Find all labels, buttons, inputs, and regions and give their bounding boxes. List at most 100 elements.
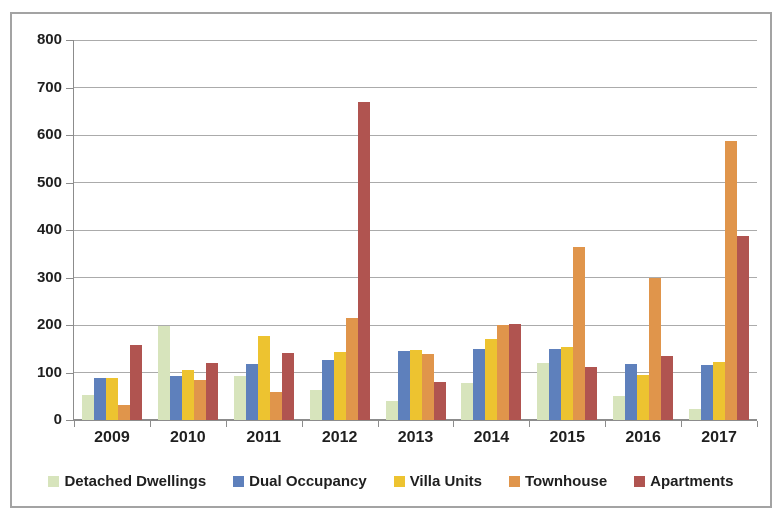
- y-axis-tick-100: [66, 372, 73, 374]
- bar-2015-detached-dwellings: [537, 363, 550, 420]
- gridline-700: [74, 87, 757, 88]
- gridline-600: [74, 134, 757, 136]
- bar-2017-townhouse: [725, 141, 738, 420]
- bar-2015-apartments: [585, 367, 598, 420]
- x-axis-label-2014: 2014: [473, 429, 510, 446]
- bar-2011-townhouse: [269, 392, 282, 420]
- bar-2016-dual-occupancy: [625, 363, 638, 420]
- x-axis-tick-9: [757, 421, 758, 427]
- bar-2012-dual-occupancy: [321, 359, 334, 420]
- legend-label-villa-units: Villa Units: [409, 473, 482, 490]
- bar-2015-townhouse: [573, 246, 586, 420]
- x-axis-tick-2: [225, 421, 227, 427]
- legend-swatch-apartments: [634, 476, 646, 487]
- x-axis-line: [73, 419, 757, 421]
- plot-area: [73, 39, 757, 421]
- x-axis-label-2012: 2012: [321, 429, 358, 446]
- bar-2012-villa-units: [333, 352, 346, 420]
- legend-label-apartments: Apartments: [650, 473, 734, 490]
- legend-item-townhouse: Townhouse: [508, 473, 608, 490]
- legend-swatch-detached-dwellings: [48, 476, 60, 487]
- gridline-800: [74, 39, 757, 41]
- bar-2009-apartments: [129, 344, 142, 420]
- bar-2014-villa-units: [485, 339, 498, 420]
- bar-2009-detached-dwellings: [81, 395, 94, 420]
- bar-2013-apartments: [433, 382, 446, 420]
- x-axis-tick-6: [529, 421, 531, 427]
- bar-2014-detached-dwellings: [461, 382, 474, 420]
- bar-2015-villa-units: [561, 347, 574, 420]
- bar-2017-apartments: [737, 235, 750, 420]
- y-axis-tick-label-600: 600: [36, 126, 62, 143]
- bar-2014-townhouse: [497, 325, 510, 420]
- y-axis-tick-label-200: 200: [36, 316, 62, 333]
- bar-2011-villa-units: [257, 336, 270, 420]
- bar-2010-townhouse: [193, 379, 206, 420]
- legend-label-townhouse: Townhouse: [524, 473, 608, 490]
- y-axis-tick-600: [66, 135, 73, 136]
- x-axis-label-2011: 2011: [246, 429, 282, 446]
- x-axis-label-2017: 2017: [701, 429, 737, 446]
- bar-2010-villa-units: [181, 370, 194, 420]
- y-axis-tick-700: [66, 87, 73, 89]
- y-axis-tick-800: [66, 40, 73, 41]
- bar-2016-apartments: [661, 355, 674, 420]
- bar-2013-detached-dwellings: [385, 401, 398, 420]
- chart-frame: 0 100 200 300 400 500 600 700 800 2009 2010 2011 201…: [10, 12, 772, 508]
- bar-2016-townhouse: [649, 277, 662, 420]
- y-axis-tick-400: [66, 230, 73, 231]
- legend-label-dual-occupancy: Dual Occupancy: [249, 473, 367, 490]
- bar-2012-apartments: [357, 101, 370, 420]
- y-axis-tick-label-800: 800: [36, 31, 62, 48]
- y-axis-tick-label-0: 0: [53, 411, 62, 428]
- y-axis-tick-500: [66, 182, 73, 184]
- y-axis-tick-200: [66, 325, 73, 326]
- gridline-400: [74, 229, 757, 231]
- bar-2010-dual-occupancy: [169, 375, 182, 420]
- x-axis-tick-0: [74, 421, 75, 427]
- bar-2009-townhouse: [117, 405, 130, 420]
- bar-2012-detached-dwellings: [309, 390, 322, 420]
- legend-swatch-townhouse: [508, 476, 520, 487]
- y-axis-tick-label-700: 700: [36, 78, 62, 96]
- bar-2009-dual-occupancy: [93, 378, 106, 420]
- legend-item-detached-dwellings: Detached Dwellings: [48, 473, 206, 490]
- x-axis-tick-7: [605, 421, 607, 427]
- y-axis-tick-label-500: 500: [36, 173, 62, 191]
- legend-item-villa-units: Villa Units: [393, 473, 482, 490]
- x-axis-tick-8: [681, 421, 683, 427]
- y-axis-tick-label-400: 400: [36, 221, 62, 238]
- gridline-500: [74, 182, 757, 183]
- x-axis-label-2013: 2013: [397, 429, 434, 446]
- bar-2017-villa-units: [713, 362, 726, 420]
- y-axis-tick-label-100: 100: [36, 363, 62, 381]
- gridline-200: [74, 324, 757, 326]
- y-axis-tick-300: [66, 277, 73, 279]
- y-axis-line: [73, 40, 74, 420]
- bar-2013-dual-occupancy: [397, 351, 410, 420]
- bar-2014-dual-occupancy: [473, 348, 486, 420]
- bar-2014-apartments: [509, 324, 522, 420]
- legend-swatch-dual-occupancy: [233, 476, 245, 487]
- bar-2010-detached-dwellings: [157, 326, 170, 420]
- bar-2015-dual-occupancy: [549, 348, 562, 420]
- bar-2011-apartments: [281, 353, 294, 420]
- gridline-300: [74, 277, 757, 278]
- legend-item-dual-occupancy: Dual Occupancy: [233, 473, 367, 490]
- x-axis-tick-4: [377, 421, 379, 427]
- x-axis-label-2015: 2015: [549, 429, 586, 446]
- x-axis-label-2009: 2009: [94, 429, 130, 446]
- y-axis-tick-label-300: 300: [36, 268, 62, 286]
- bar-2011-dual-occupancy: [245, 363, 258, 420]
- bar-2011-detached-dwellings: [233, 376, 246, 420]
- x-axis-tick-1: [149, 421, 151, 427]
- x-axis-tick-5: [453, 421, 455, 427]
- x-axis-tick-3: [301, 421, 303, 427]
- y-axis-tick-0: [66, 420, 73, 421]
- bar-2013-townhouse: [421, 353, 434, 420]
- x-axis-label-2016: 2016: [625, 429, 661, 446]
- bar-2017-detached-dwellings: [689, 409, 702, 420]
- bar-2017-dual-occupancy: [701, 365, 714, 420]
- legend: Detached Dwellings Dual Occupancy Villa Un…: [12, 473, 770, 490]
